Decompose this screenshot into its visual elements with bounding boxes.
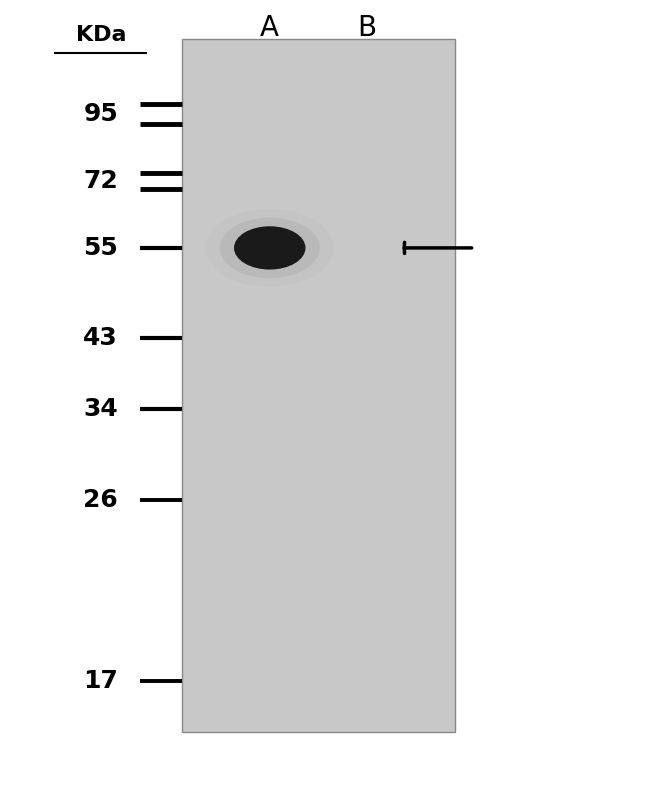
Text: A: A <box>260 13 280 42</box>
Ellipse shape <box>205 209 334 287</box>
Ellipse shape <box>234 227 306 270</box>
Text: 34: 34 <box>83 397 118 421</box>
Text: 55: 55 <box>83 236 118 260</box>
Text: 95: 95 <box>83 102 118 126</box>
Text: 26: 26 <box>83 488 118 512</box>
Text: 72: 72 <box>83 169 118 193</box>
Text: B: B <box>358 13 377 42</box>
Ellipse shape <box>220 218 320 279</box>
Text: 43: 43 <box>83 327 118 350</box>
Text: KDa: KDa <box>75 25 126 46</box>
FancyBboxPatch shape <box>182 39 455 732</box>
Text: 17: 17 <box>83 669 118 693</box>
